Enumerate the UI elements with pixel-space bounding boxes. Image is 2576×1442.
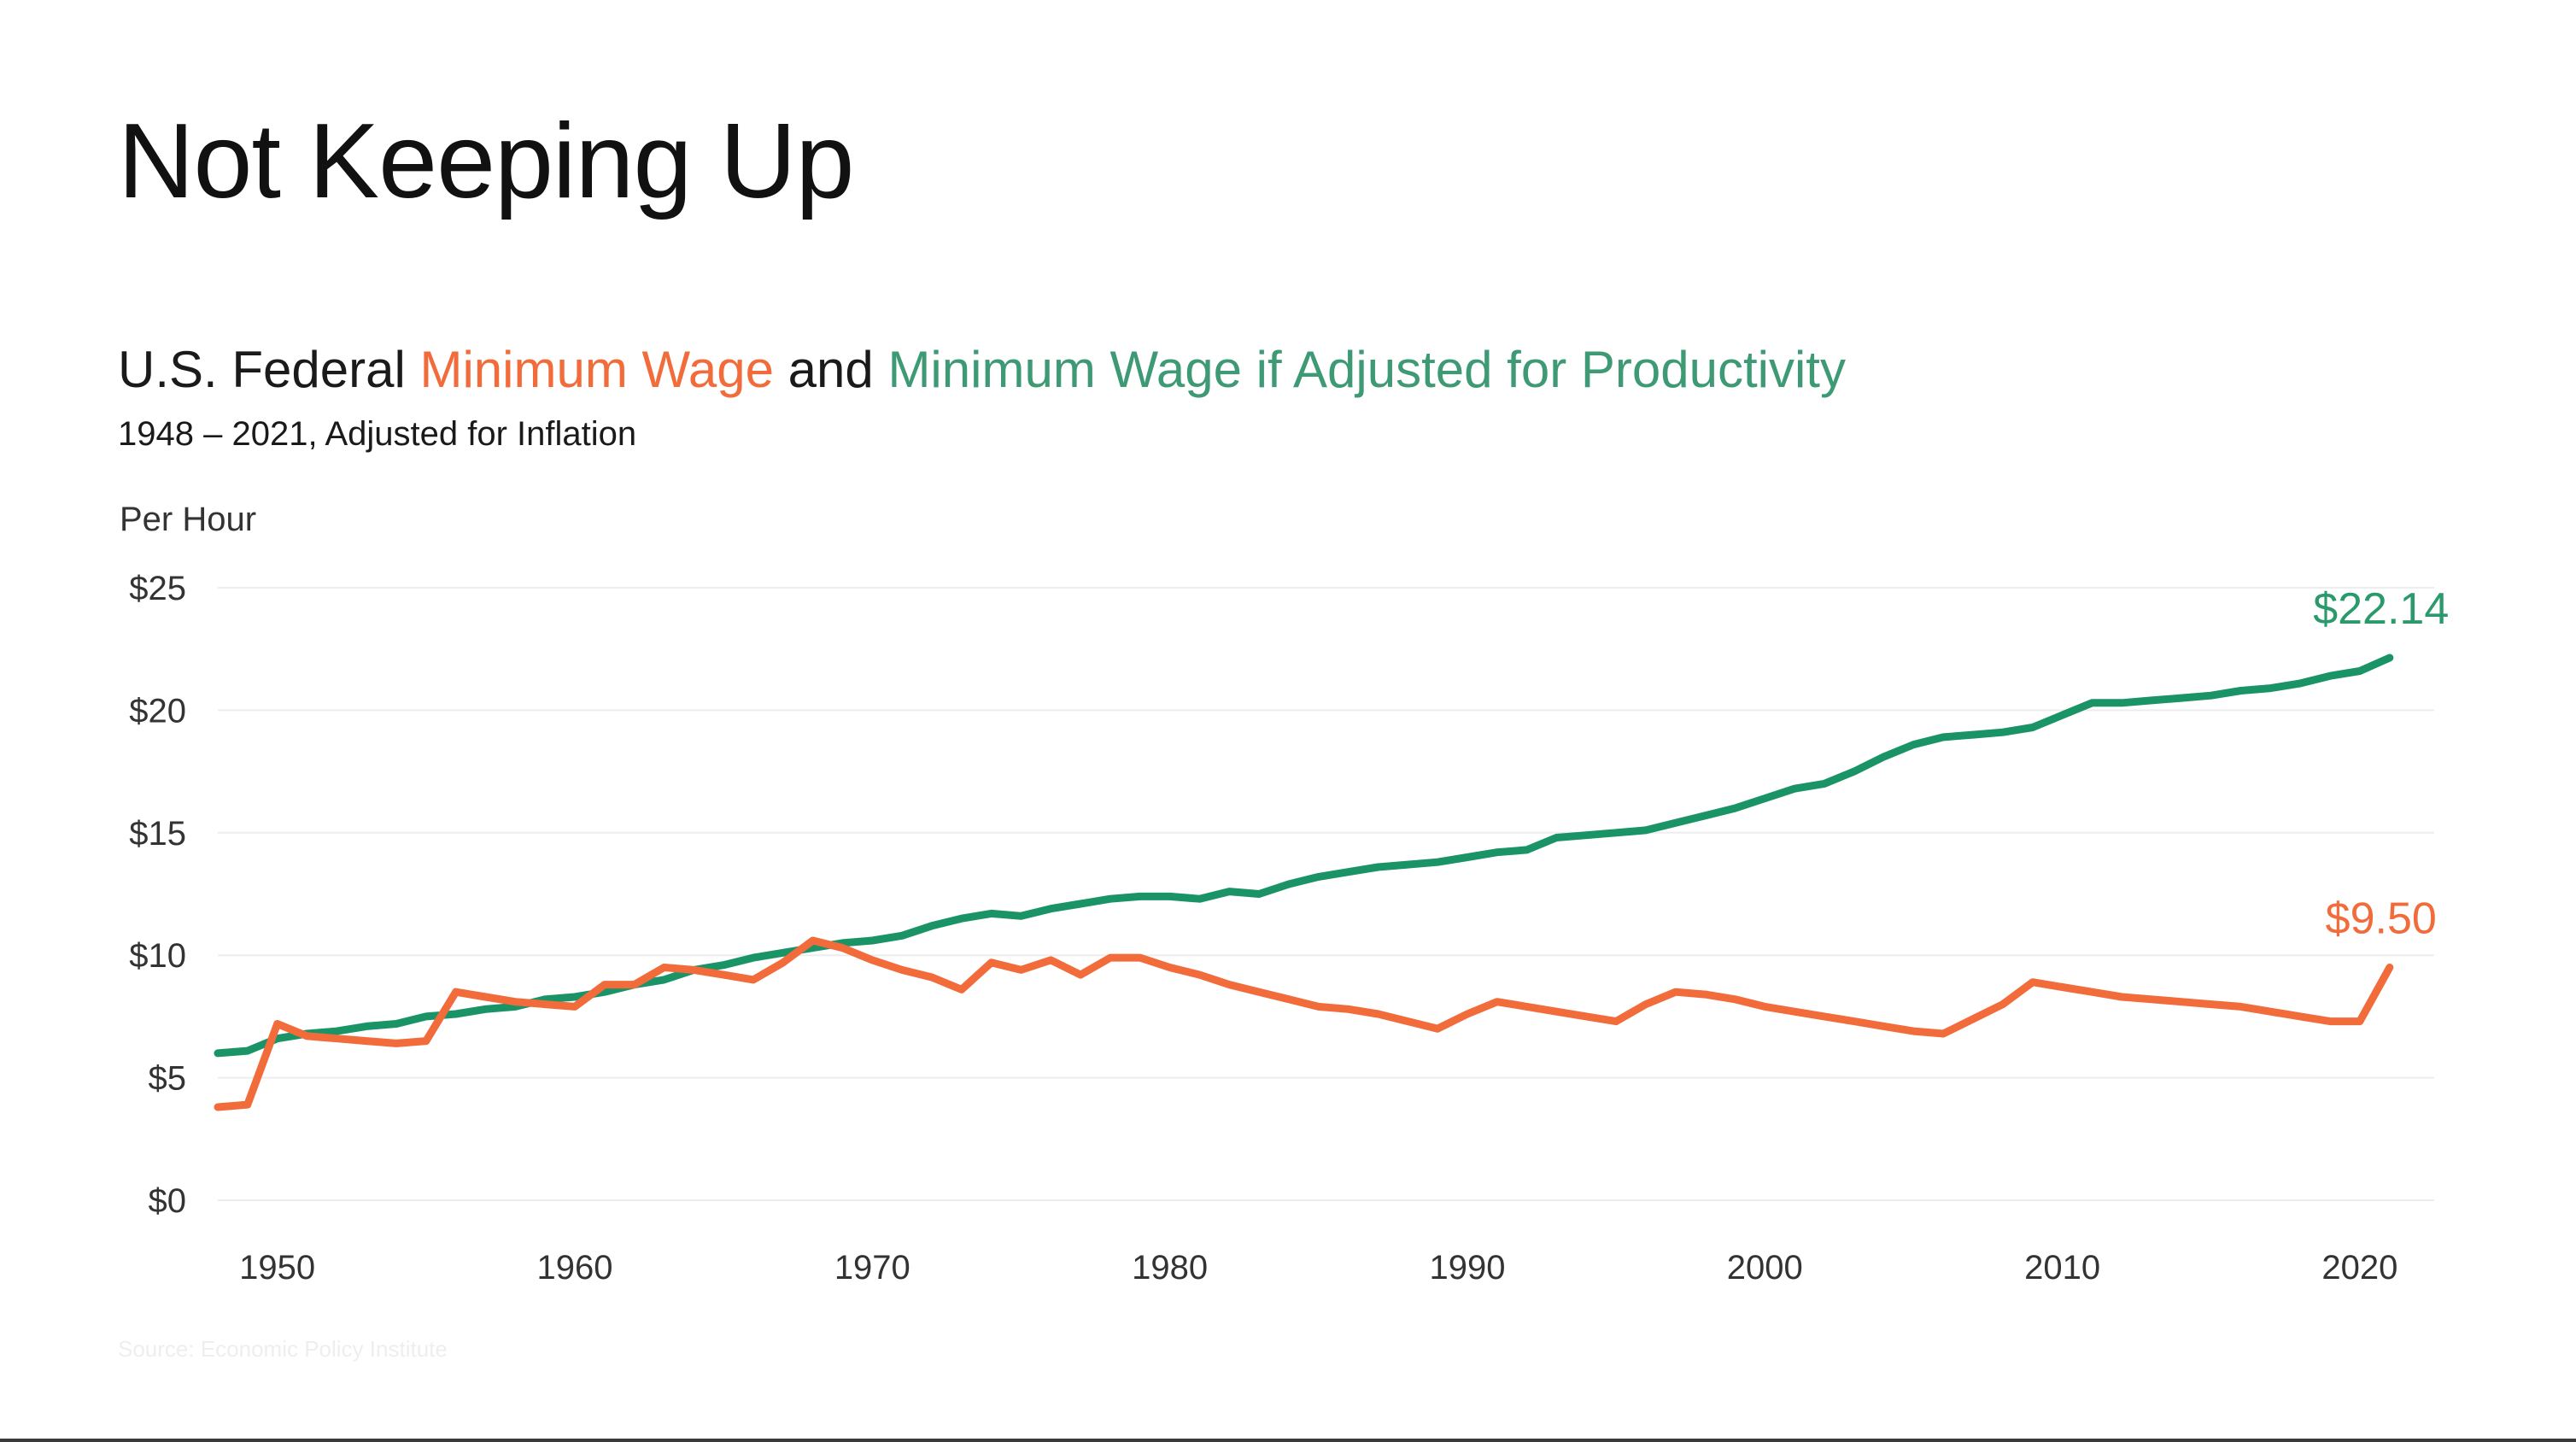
bottom-rule: [0, 1439, 2576, 1442]
y-tick-label-25: $25: [129, 570, 186, 607]
y-tick-label-5: $5: [149, 1060, 187, 1098]
chart-title-part-1: U.S. Federal: [118, 341, 420, 398]
y-tick-label-0: $0: [149, 1182, 187, 1220]
y-tick-label-15: $15: [129, 815, 186, 853]
x-tick-label-1980: 1980: [1132, 1249, 1208, 1287]
x-tick-label-1960: 1960: [536, 1249, 612, 1287]
series-lines: [214, 654, 2394, 1111]
source-note: Source: Economic Policy Institute: [118, 1336, 448, 1362]
x-tick-label-1950: 1950: [239, 1249, 315, 1287]
chart-title-productivity: Minimum Wage if Adjusted for Productivit…: [887, 341, 1846, 398]
end-label-productivity: $22.14: [2313, 584, 2449, 634]
slide-title: Not Keeping Up: [118, 103, 854, 220]
end-labels: $22.14 $9.50: [2313, 584, 2449, 944]
x-axis-ticks: 1950 1960 1970 1980 1990 2000 2010 2020: [239, 1249, 2397, 1287]
series-line-productivity: [214, 654, 2394, 1058]
chart-title-minimum-wage: Minimum Wage: [419, 341, 774, 398]
x-tick-label-1970: 1970: [834, 1249, 910, 1287]
chart-title: U.S. Federal Minimum Wage and Minimum Wa…: [118, 340, 1846, 399]
series-line-minimum_wage: [214, 936, 2394, 1111]
y-axis-label: Per Hour: [120, 501, 257, 538]
chart-title-part-3: and: [774, 341, 888, 398]
end-label-minimum_wage: $9.50: [2326, 894, 2437, 944]
chart-subtitle: 1948 – 2021, Adjusted for Inflation: [118, 415, 637, 453]
y-axis-ticks: $25 $20 $15 $10 $5 $0: [129, 570, 186, 1220]
y-tick-label-10: $10: [129, 937, 186, 975]
x-tick-label-1990: 1990: [1429, 1249, 1505, 1287]
x-tick-label-2020: 2020: [2321, 1249, 2397, 1287]
x-tick-label-2010: 2010: [2024, 1249, 2100, 1287]
y-tick-label-20: $20: [129, 692, 186, 730]
grid-lines: [218, 587, 2434, 1201]
x-tick-label-2000: 2000: [1727, 1249, 1803, 1287]
